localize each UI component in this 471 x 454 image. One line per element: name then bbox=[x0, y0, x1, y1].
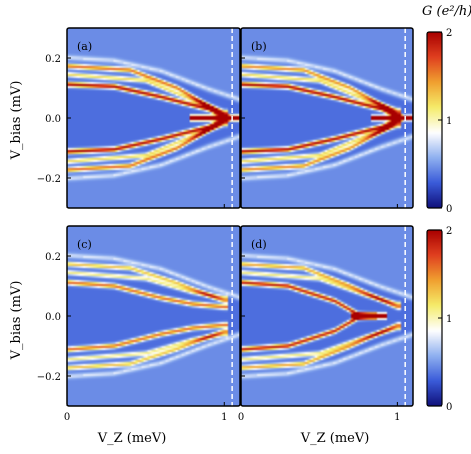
panel-label: (d) bbox=[251, 238, 267, 251]
colorbars: 0 1 2 0 1 2 bbox=[426, 28, 452, 413]
x-axis-label-left: V_Z (meV) bbox=[97, 431, 167, 446]
y-tick-label: −0.2 bbox=[37, 174, 61, 185]
panel-label: (a) bbox=[77, 40, 92, 53]
heatmap-image bbox=[67, 226, 240, 406]
y-axis-label-bottom: V_bias (mV) bbox=[9, 281, 24, 361]
x-axis-label-right: V_Z (meV) bbox=[300, 431, 370, 446]
colorbar-tick-label: 2 bbox=[446, 226, 452, 237]
panel-label: (c) bbox=[77, 238, 92, 251]
colorbar-tick-label: 1 bbox=[446, 116, 452, 127]
colorbar-gradient bbox=[427, 230, 442, 406]
colorbar-title: G (e²/h) bbox=[422, 4, 471, 19]
x-tick-label: 0 bbox=[64, 412, 70, 423]
y-tick-label: 0.2 bbox=[45, 54, 61, 65]
colorbar-tick-label: 1 bbox=[446, 314, 452, 325]
y-tick-label: −0.2 bbox=[37, 372, 61, 383]
y-tick-label: 0.0 bbox=[45, 114, 61, 125]
colorbar-tick-label: 0 bbox=[446, 204, 452, 215]
colorbar-tick-label: 0 bbox=[446, 402, 452, 413]
x-tick-label: 1 bbox=[394, 412, 400, 423]
heatmap-image bbox=[241, 28, 413, 208]
x-tick-label: 0 bbox=[238, 412, 244, 423]
x-tick-label: 1 bbox=[221, 412, 227, 423]
axes: −0.20.00.2−0.20.00.20 1 0 1 bbox=[37, 54, 401, 423]
panel-label: (b) bbox=[251, 40, 267, 53]
y-axis-label-top: V_bias (mV) bbox=[9, 81, 24, 161]
y-tick-label: 0.0 bbox=[45, 312, 61, 323]
y-tick-label: 0.2 bbox=[45, 252, 61, 263]
heatmap-image bbox=[241, 226, 413, 406]
colorbar-gradient bbox=[427, 32, 442, 208]
heatmap-image bbox=[67, 28, 240, 208]
colorbar-tick-label: 2 bbox=[446, 28, 452, 39]
panels: (a) (b) (c) (d) bbox=[66, 27, 414, 407]
